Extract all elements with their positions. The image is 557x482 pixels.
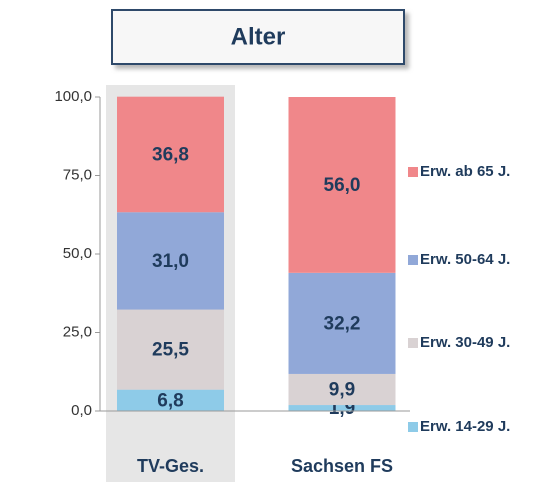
bar-segment — [117, 96, 224, 213]
y-tick-label: 0,0 — [71, 402, 92, 419]
y-tick-label: 50,0 — [63, 245, 92, 262]
data-label: 6,8 — [157, 390, 183, 411]
data-label: 9,9 — [329, 380, 355, 401]
x-tick-label: TV-Ges. — [137, 456, 204, 476]
data-label: 56,0 — [324, 175, 361, 196]
legend-label: Erw. ab 65 J. — [420, 163, 510, 180]
data-label: 31,0 — [152, 251, 189, 272]
data-label: 36,8 — [152, 144, 189, 165]
title-box — [111, 9, 405, 65]
bar-segment — [117, 309, 224, 390]
y-tick-label: 100,0 — [54, 88, 92, 105]
bar-segment — [117, 389, 224, 411]
data-label: 32,2 — [324, 313, 361, 334]
legend-label: Erw. 30-49 J. — [420, 334, 510, 351]
bar-segment — [117, 212, 224, 310]
bar-segment — [288, 405, 396, 411]
legend-label: Erw. 50-64 J. — [420, 251, 510, 268]
legend-swatch — [408, 338, 418, 348]
bar-segment — [288, 97, 396, 273]
y-tick-label: 75,0 — [63, 166, 92, 183]
chart-title: Alter — [231, 23, 286, 50]
legend-swatch — [408, 422, 418, 432]
x-tick-label: Sachsen FS — [291, 456, 393, 476]
legend-swatch — [408, 255, 418, 265]
bar-segment — [288, 272, 396, 374]
y-tick-label: 25,0 — [63, 323, 92, 340]
legend-swatch — [408, 167, 418, 177]
legend-label: Erw. 14-29 J. — [420, 418, 510, 435]
data-label: 25,5 — [152, 340, 189, 361]
bar-segment — [288, 373, 396, 406]
